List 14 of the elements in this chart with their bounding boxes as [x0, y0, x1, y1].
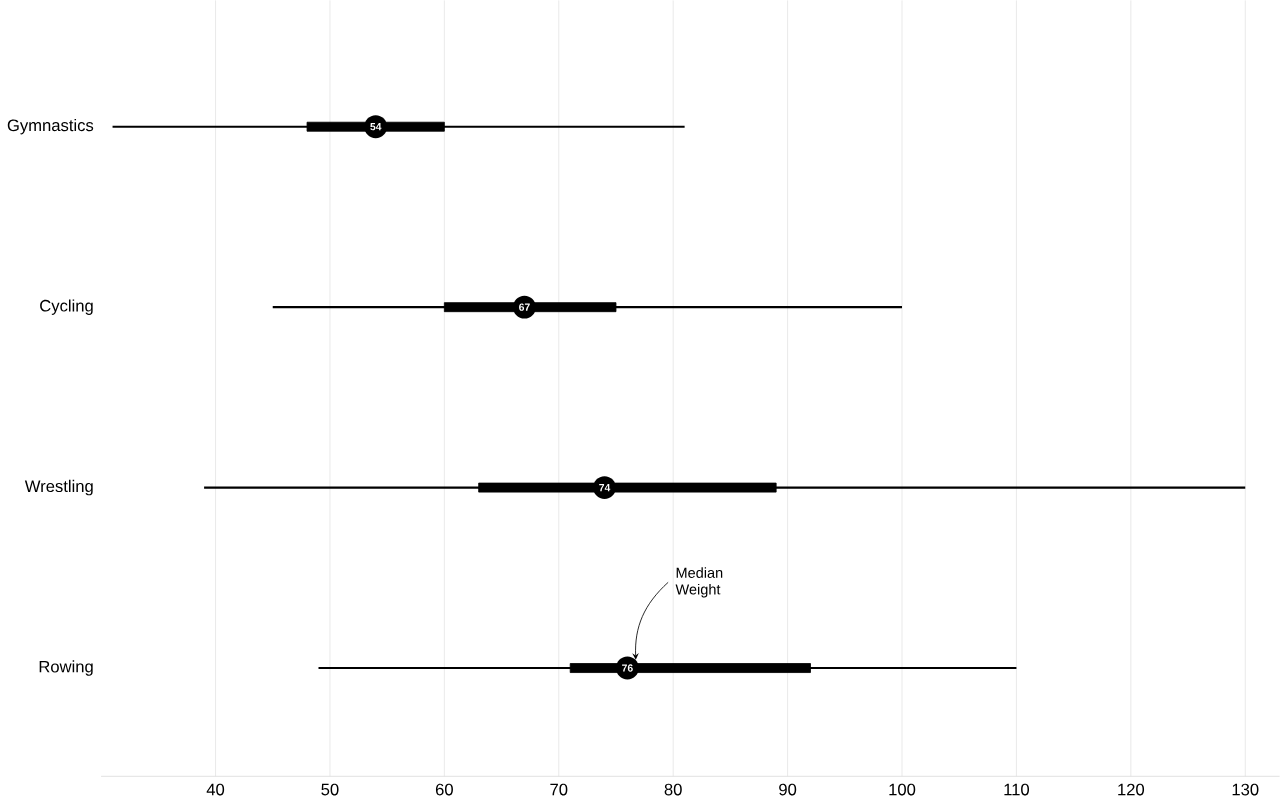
- x-tick-label: 60: [435, 783, 453, 796]
- x-tick-label: 80: [664, 783, 682, 796]
- x-tick-label: 120: [1118, 783, 1145, 796]
- x-tick-label: 50: [321, 783, 339, 796]
- x-tick-label: 130: [1232, 783, 1259, 796]
- y-tick-label: Wrestling: [24, 479, 93, 496]
- y-tick-label: Gymnastics: [7, 118, 94, 135]
- y-tick-label: Cycling: [40, 299, 93, 315]
- y-tick-label: Rowing: [39, 660, 93, 676]
- x-tick-label: 40: [206, 783, 225, 796]
- x-tick-label: 110: [1004, 783, 1030, 796]
- x-tick-label: 90: [779, 783, 797, 796]
- x-tick-label: 70: [550, 783, 568, 796]
- x-tick-label: 100: [889, 783, 916, 796]
